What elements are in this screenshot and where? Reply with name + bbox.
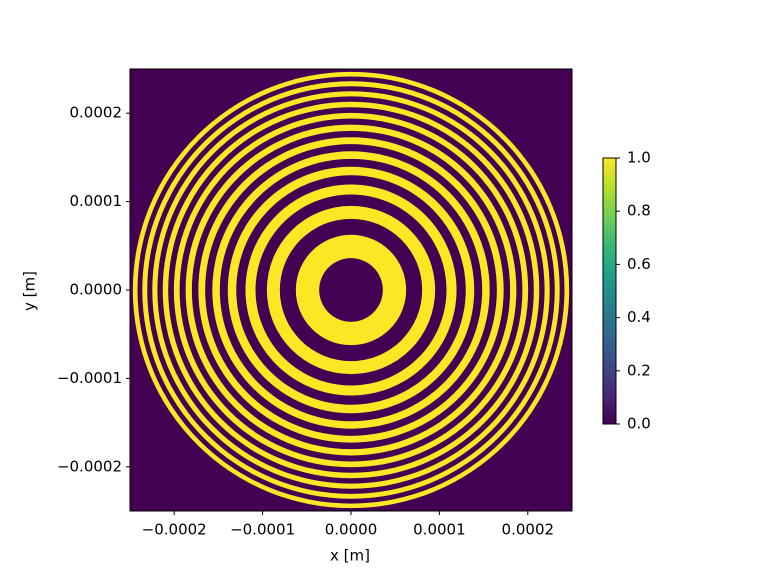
colorbar-tick-label: 0.4: [627, 308, 651, 326]
x-tick-label: −0.0001: [230, 521, 295, 539]
colorbar-tick-label: 0.2: [627, 361, 651, 379]
colorbar-tick-label: 0.6: [627, 255, 651, 273]
y-tick-label: 0.0001: [70, 192, 123, 210]
x-axis-label: x [m]: [330, 547, 370, 565]
x-tick-label: 0.0001: [413, 521, 466, 539]
y-tick-label: −0.0001: [57, 369, 122, 387]
x-tick-label: −0.0002: [142, 521, 207, 539]
colorbar: [602, 157, 617, 425]
colorbar-tick-label: 0.0: [627, 415, 651, 433]
background: [130, 69, 572, 511]
y-tick-label: −0.0002: [57, 457, 122, 475]
x-tick-label: 0.0000: [325, 521, 378, 539]
y-tick-label: 0.0002: [70, 104, 123, 122]
image-area: [130, 69, 572, 511]
x-tick-label: 0.0002: [502, 521, 555, 539]
y-axis-label: y [m]: [21, 271, 39, 311]
colorbar-tick-label: 1.0: [627, 149, 651, 167]
ring: [295, 234, 407, 346]
colorbar-tick-label: 0.8: [627, 202, 651, 220]
y-tick-label: 0.0000: [70, 281, 123, 299]
